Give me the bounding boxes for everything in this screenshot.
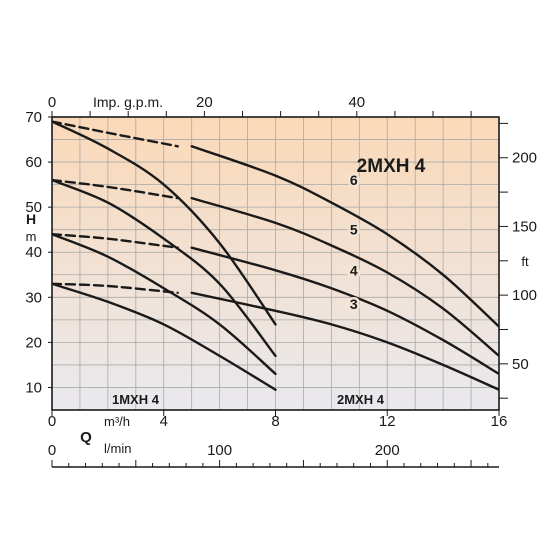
pump-curves (52, 120, 499, 391)
y-right-tick-label: 50 (512, 356, 529, 373)
top-axis-label: Imp. g.p.m. (93, 94, 163, 110)
region-label-1mxh: 1MXH 4 (112, 392, 160, 407)
lmin-tick-label: 0 (48, 442, 56, 459)
text-labels: 6 5 4 3 (347, 170, 360, 315)
curve-2mxh-4-6-start (52, 120, 179, 148)
y-right-tick-label: 100 (512, 287, 537, 304)
lmin-tick-label: 200 (375, 442, 400, 459)
x-top-tick-label: 0 (48, 94, 56, 111)
curve-2mxh-4-6 (190, 145, 499, 328)
curve-label: 4 (350, 262, 358, 278)
curve-label: 3 (350, 296, 358, 312)
axes: 10 20 30 40 50 60 70 50 100 150 200 0 4 8 12 16 0 20 40 0 10… (25, 94, 537, 468)
curve-2mxh-4-5 (190, 196, 499, 358)
x-tick-label: 0 (48, 413, 56, 430)
x-tick-label: 8 (271, 413, 279, 430)
x-axis-label: Q (80, 429, 92, 446)
y-right-axis-unit: ft (521, 254, 529, 269)
y-tick-label: 60 (25, 154, 42, 171)
curve-1mxh-4-6 (52, 120, 277, 326)
y-tick-label: 40 (25, 244, 42, 261)
curve-label: 5 (350, 222, 358, 238)
curve-2mxh-4-3 (190, 291, 499, 391)
y-tick-label: 20 (25, 334, 42, 351)
flow-unit-m3h: m³/h (104, 414, 130, 429)
y-tick-label: 10 (25, 379, 42, 396)
curve-2mxh-4-4-start (52, 233, 179, 249)
x-tick-label: 16 (491, 413, 508, 430)
y-tick-label: 50 (25, 199, 42, 216)
y-axis-label: H (26, 211, 36, 227)
y-axis-unit: m (26, 229, 37, 244)
y-right-tick-label: 150 (512, 218, 537, 235)
curve-2mxh-4-4 (190, 246, 499, 376)
curve-1mxh-4-4 (52, 233, 277, 376)
flow-unit-lmin: l/min (104, 441, 131, 456)
x-tick-label: 12 (379, 413, 396, 430)
x-top-tick-label: 20 (196, 94, 213, 111)
lmin-tick-label: 100 (207, 442, 232, 459)
chart-title: 2MXH 4 (357, 156, 426, 177)
y-tick-label: 30 (25, 289, 42, 306)
curve-label: 6 (350, 172, 358, 188)
x-top-tick-label: 40 (348, 94, 365, 111)
curve-2mxh-4-5-start (52, 178, 179, 200)
y-right-tick-label: 200 (512, 150, 537, 167)
x-tick-label: 4 (160, 413, 168, 430)
curve-1mxh-4-3 (52, 282, 277, 391)
y-tick-label: 70 (25, 109, 42, 126)
region-label-2mxh: 2MXH 4 (337, 392, 385, 407)
curve-1mxh-4-5 (52, 178, 277, 358)
curve-2mxh-4-3-start (52, 282, 179, 294)
